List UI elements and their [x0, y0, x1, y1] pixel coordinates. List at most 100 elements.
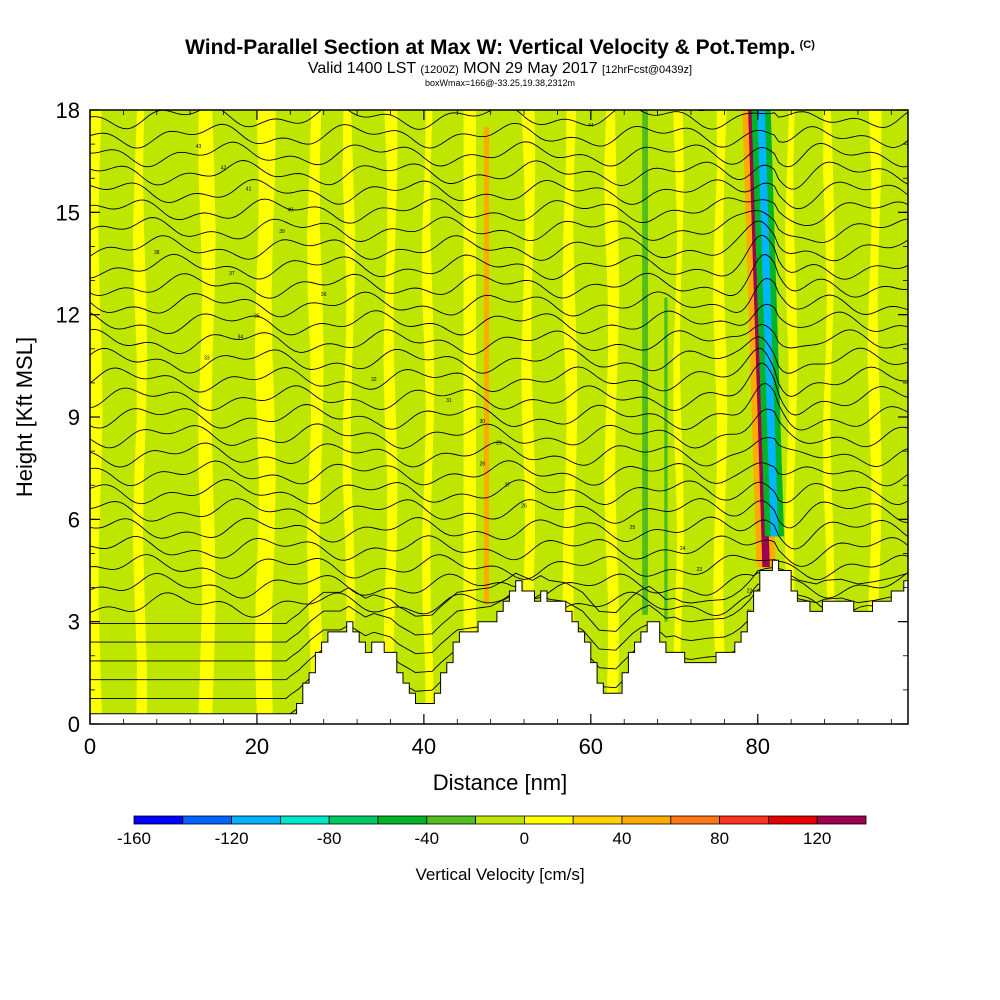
colorbar-swatch	[524, 815, 574, 825]
y-tick-label: 12	[56, 303, 80, 328]
chart-title: Wind-Parallel Section at Max W: Vertical…	[0, 36, 1000, 60]
isentrope-line	[90, 179, 908, 210]
velocity-streak	[132, 110, 148, 724]
x-axis-label: Distance [nm]	[433, 770, 568, 795]
yellow-band	[463, 110, 477, 636]
isentrope-line	[90, 197, 908, 227]
isentrope-line	[90, 535, 908, 567]
velocity-streak	[307, 110, 324, 724]
isentrope-label: 34	[237, 335, 243, 341]
isentrope-line	[90, 141, 908, 168]
velocity-streak	[841, 110, 858, 724]
isentrope-line	[90, 277, 908, 318]
isentrope-line	[90, 254, 908, 299]
isentrope-label: 41	[246, 187, 252, 193]
isentrope-label: 27	[505, 483, 511, 489]
colorbar-tick-label: 40	[613, 829, 632, 848]
isentrope-line	[90, 516, 908, 550]
colorbar-swatch	[133, 815, 184, 825]
velocity-streak	[800, 110, 815, 724]
velocity-streak	[688, 110, 711, 724]
isentrope-label: 39	[279, 229, 285, 235]
subtitle-date: MON 29 May 2017	[463, 60, 598, 77]
isentrope-line	[90, 160, 908, 190]
velocity-streak	[498, 110, 516, 724]
isentrope-line	[90, 566, 908, 624]
colorbar-tick-label: 80	[710, 829, 729, 848]
isentrope-label: 26	[521, 504, 527, 510]
isentrope-label: 44	[588, 123, 594, 129]
isentrope-line	[90, 303, 908, 336]
velocity-streak	[284, 110, 297, 724]
isentrope-label: 38	[154, 250, 160, 256]
isentrope-label: 29	[496, 440, 502, 446]
velocity-streak	[604, 110, 620, 724]
isentrope-label: 24	[680, 546, 686, 552]
isentrope-label: 28	[480, 461, 486, 467]
isentrope-line	[404, 110, 707, 111]
isentrope-label: 36	[321, 292, 327, 298]
colorbar-swatch	[182, 815, 233, 825]
velocity-streak	[233, 110, 248, 724]
colorbar-swatch	[768, 815, 818, 825]
downdraft-core	[757, 110, 779, 537]
colorbar-swatch	[328, 815, 379, 825]
y-tick-label: 6	[68, 507, 80, 532]
velocity-streak	[540, 110, 558, 724]
x-tick-label: 80	[746, 734, 770, 759]
x-tick-label: 0	[84, 734, 96, 759]
subtitle-utc: (1200Z)	[420, 64, 459, 76]
colorbar-tick-label: 0	[520, 829, 529, 848]
velocity-streak	[521, 110, 536, 724]
isentrope-label: 37	[229, 271, 235, 277]
velocity-streak	[889, 110, 902, 724]
colorbar-tick-label: -80	[317, 829, 342, 848]
velocity-streak	[823, 110, 835, 724]
chart-title-text: Wind-Parallel Section at Max W: Vertical…	[185, 36, 796, 59]
isentrope-label: 23	[697, 567, 703, 573]
colorbar-swatch	[279, 815, 330, 825]
y-tick-label: 0	[68, 712, 80, 737]
colorbar-swatch	[621, 815, 672, 825]
green-band-2	[664, 297, 668, 622]
velocity-streak	[439, 110, 450, 724]
colorbar-swatch	[426, 815, 476, 825]
y-tick-label: 15	[56, 200, 80, 225]
colorbar-label: Vertical Velocity [cm/s]	[415, 865, 584, 884]
isentrope-line	[90, 336, 908, 374]
colorbar-swatch	[377, 815, 428, 825]
terrain-profile	[90, 559, 908, 724]
green-band	[642, 110, 648, 615]
y-axis-label: Height [Kft MSL]	[12, 337, 37, 497]
colorbar-swatch	[231, 815, 281, 825]
colorbar-swatch	[670, 815, 720, 825]
x-tick-label: 60	[579, 734, 603, 759]
y-tick-label: 18	[56, 98, 80, 123]
isentrope-label: 42	[221, 165, 227, 171]
colorbar-tick-label: -40	[415, 829, 440, 848]
isentrope-line	[90, 479, 908, 505]
isentrope-line	[90, 110, 908, 130]
velocity-streak	[405, 110, 417, 724]
chart-title-tag: (C)	[799, 39, 815, 51]
isentrope-label: 31	[446, 398, 452, 404]
isentrope-line	[90, 554, 908, 581]
isentrope-line	[90, 498, 908, 529]
velocity-streak	[254, 110, 276, 724]
chart-info: boxWmax=166@-33.25,19.38,2312m	[425, 78, 575, 88]
chart-subtitle: Valid 1400 LST (1200Z) MON 29 May 2017 […	[0, 60, 1000, 78]
isentrope-line	[90, 383, 908, 431]
isentrope-label: 25	[630, 525, 636, 531]
colorbar-swatch	[475, 815, 525, 825]
isentrope-label: 40	[288, 208, 294, 214]
velocity-streak	[713, 110, 728, 724]
velocity-streak	[562, 110, 578, 724]
x-tick-label: 40	[412, 734, 436, 759]
isentrope-line	[90, 234, 908, 280]
isentrope-line	[90, 460, 908, 487]
colorbar-swatch	[816, 815, 867, 825]
colorbar-swatch	[572, 815, 623, 825]
colorbar: -160 -120 -80 -40 0 40 80 120	[117, 815, 867, 848]
